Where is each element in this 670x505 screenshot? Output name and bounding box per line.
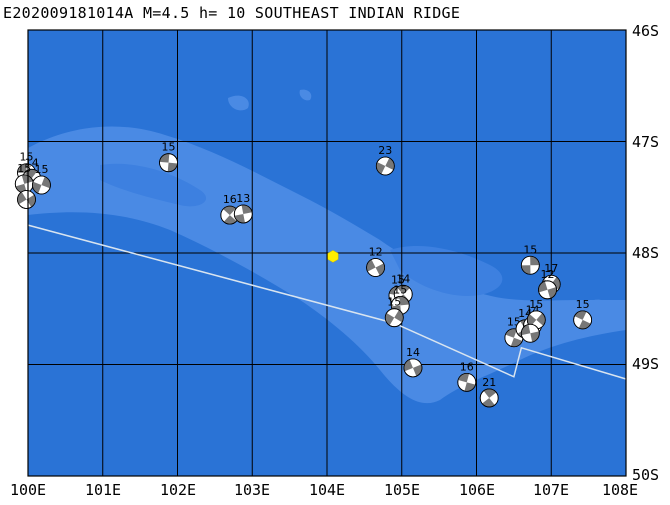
lon-label-107e: 107E <box>532 481 570 499</box>
magnitude-label: 15 <box>387 296 401 309</box>
focal-mechanism-icon <box>375 156 395 176</box>
magnitude-label: 23 <box>378 144 392 157</box>
lon-label-105e: 105E <box>383 481 421 499</box>
lon-label-106e: 106E <box>458 481 496 499</box>
focal-mechanism-icon <box>159 153 178 173</box>
magnitude-label: 12 <box>369 245 383 258</box>
lat-label-46s: 46S <box>632 22 660 40</box>
focal-mechanism-icon <box>17 190 36 209</box>
lon-label-108e: 108E <box>601 481 639 499</box>
lat-label-50s: 50S <box>632 466 660 484</box>
magnitude-label: 17 <box>544 262 558 275</box>
focal-mechanism-icon <box>220 205 240 225</box>
focal-mechanism-icon <box>538 280 557 300</box>
magnitude-label: 14 <box>396 272 410 285</box>
focal-mechanism-icon <box>520 255 540 275</box>
magnitude-label: 15 <box>17 162 31 175</box>
lat-label-48s: 48S <box>632 244 660 262</box>
magnitude-label: 15 <box>391 273 405 286</box>
magnitude-label: 15 <box>20 151 34 164</box>
magnitude-label: 15 <box>162 141 176 154</box>
lon-label-104e: 104E <box>308 481 346 499</box>
focal-mechanism-icon <box>520 323 540 343</box>
magnitude-label: 15 <box>576 298 590 311</box>
focal-mechanism-icon <box>384 308 404 328</box>
epicenter-hexagon-icon <box>327 250 339 263</box>
focal-mechanism-icon <box>32 175 51 195</box>
map-frame <box>27 29 627 477</box>
map-title: E202009181014A M=4.5 h= 10 SOUTHEAST IND… <box>3 4 461 22</box>
lon-label-103e: 103E <box>233 481 271 499</box>
focal-mechanism-icon <box>479 388 499 408</box>
magnitude-label: 16 <box>223 193 237 206</box>
focal-mechanism-icon <box>14 174 34 194</box>
magnitude-label: 12 <box>541 268 555 281</box>
magnitude-label: 16 <box>460 360 474 373</box>
magnitude-label: 15 <box>523 243 537 256</box>
focal-mechanism-icon <box>403 358 423 378</box>
lat-label-49s: 49S <box>632 355 660 373</box>
lat-label-47s: 47S <box>632 133 660 151</box>
magnitude-label: 15 <box>529 298 543 311</box>
focal-mechanism-icon <box>233 204 253 224</box>
magnitude-label: 15 <box>393 283 407 296</box>
magnitude-label: 13 <box>236 192 250 205</box>
plate-boundary-line <box>27 224 627 380</box>
lon-label-100e: 100E <box>9 481 47 499</box>
lon-label-101e: 101E <box>84 481 122 499</box>
focal-mechanism-icon <box>457 372 477 392</box>
graticule <box>28 30 626 476</box>
magnitude-label: 14 <box>406 346 420 359</box>
magnitude-label: 21 <box>482 376 496 389</box>
lon-label-102e: 102E <box>159 481 197 499</box>
magnitude-label: 15 <box>34 163 48 176</box>
focal-mechanism-icon <box>573 310 593 330</box>
focal-mechanism-icon <box>366 258 385 277</box>
